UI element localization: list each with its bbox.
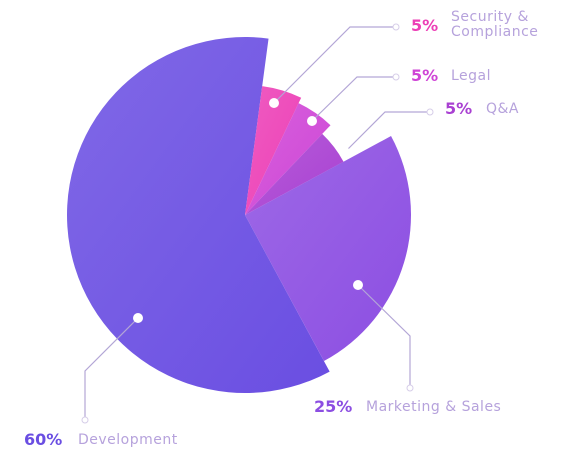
value-label: 5%: [411, 66, 439, 85]
category-label: Marketing & Sales: [366, 399, 502, 415]
value-label: 5%: [411, 16, 439, 35]
leader-end: [392, 73, 400, 81]
value-label: 60%: [24, 430, 63, 449]
leader-line: [344, 111, 430, 153]
leader-end: [81, 416, 89, 424]
pie-slice: [67, 37, 330, 393]
pie-slice: [245, 86, 302, 215]
leader-end: [426, 108, 434, 116]
leader-dot: [269, 98, 279, 108]
leader-line: [311, 76, 396, 122]
pie-slice: [245, 133, 344, 215]
category-label: Legal: [451, 68, 492, 84]
leader-dot: [307, 116, 317, 126]
leader-line: [357, 284, 411, 388]
category-label: Security & Compliance: [451, 9, 539, 40]
leader-end: [392, 23, 400, 31]
leader-line: [84, 317, 139, 420]
leader-dot: [340, 147, 350, 157]
leader-dot: [353, 280, 363, 290]
value-label: 5%: [445, 99, 473, 118]
leader-dot: [133, 313, 143, 323]
pie-slice: [245, 103, 331, 215]
value-label: 25%: [314, 397, 353, 416]
category-label: Development: [78, 432, 178, 448]
category-label: Q&A: [486, 101, 520, 117]
leader-line: [273, 26, 396, 104]
pie-slice: [245, 136, 411, 362]
leader-end: [406, 384, 414, 392]
